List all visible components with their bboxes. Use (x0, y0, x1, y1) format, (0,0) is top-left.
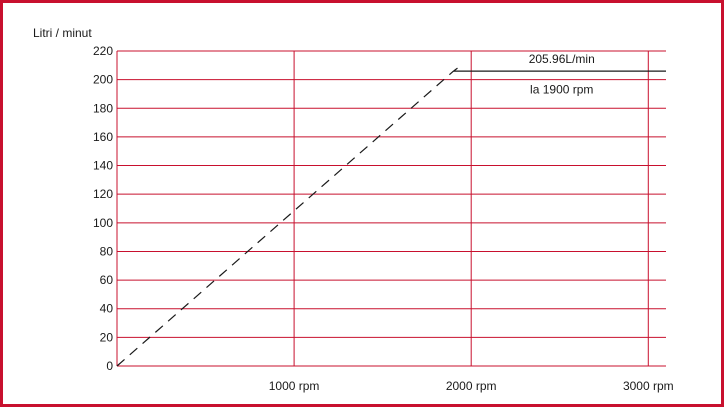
y-tick-label-20: 20 (100, 330, 114, 344)
y-tick-label-0: 0 (106, 359, 113, 373)
x-tick-label-2000: 2000 rpm (446, 379, 497, 393)
y-tick-label-120: 120 (93, 187, 113, 201)
series-corner-tick (453, 67, 458, 72)
annotation-rpm-label: la 1900 rpm (530, 83, 593, 97)
y-tick-label-220: 220 (93, 44, 113, 58)
y-tick-labels: 0 20 40 60 80 100 120 140 160 180 200 220 (93, 44, 113, 373)
y-tick-label-80: 80 (100, 244, 114, 258)
y-tick-label-160: 160 (93, 130, 113, 144)
y-tick-label-200: 200 (93, 73, 113, 87)
annotation-value-label: 205.96L/min (529, 52, 595, 66)
x-tick-label-1000: 1000 rpm (269, 379, 320, 393)
horizontal-gridlines (117, 50, 666, 367)
flow-chart: 0 20 40 60 80 100 120 140 160 180 200 220 1000 rpm 2… (33, 26, 674, 393)
y-tick-label-100: 100 (93, 216, 113, 230)
vertical-gridlines (116, 51, 649, 366)
y-tick-label-40: 40 (100, 302, 114, 316)
x-tick-label-3000: 3000 rpm (623, 379, 674, 393)
y-axis-title: Litri / minut (33, 26, 92, 40)
x-tick-labels: 1000 rpm 2000 rpm 3000 rpm (269, 379, 674, 393)
y-tick-label-140: 140 (93, 159, 113, 173)
y-tick-label-60: 60 (100, 273, 114, 287)
y-tick-label-180: 180 (93, 101, 113, 115)
series-line-0 (116, 70, 454, 367)
series-lines (116, 67, 666, 367)
